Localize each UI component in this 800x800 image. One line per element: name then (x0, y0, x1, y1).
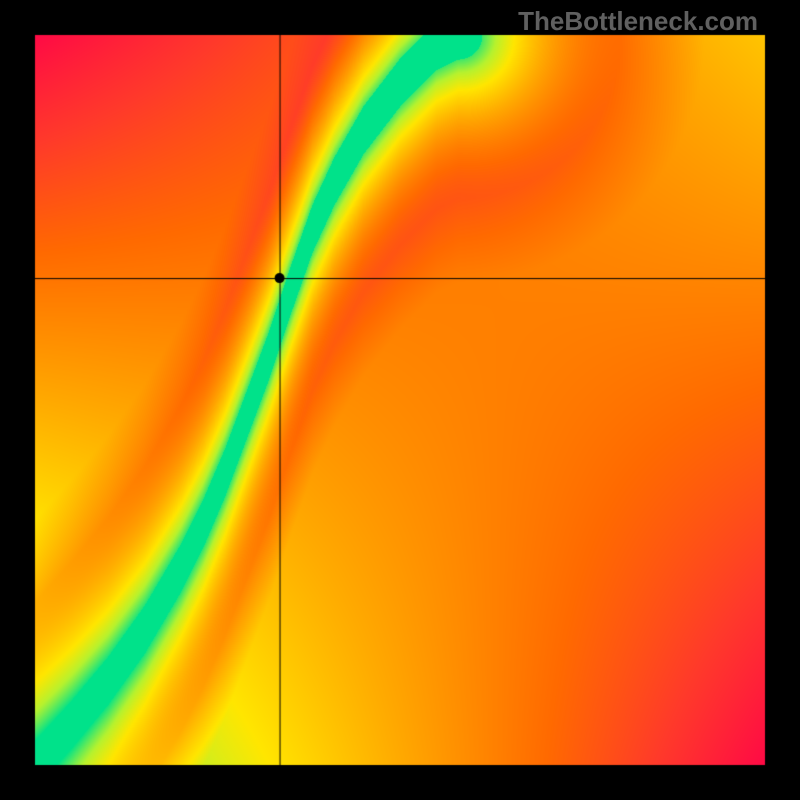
watermark-text: TheBottleneck.com (518, 6, 758, 37)
bottleneck-heatmap (0, 0, 800, 800)
